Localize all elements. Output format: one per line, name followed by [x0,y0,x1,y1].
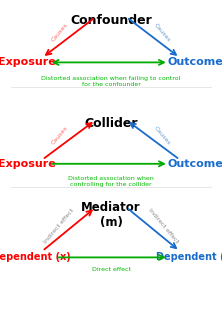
Text: Distorted association when
controlling for the collider: Distorted association when controlling f… [68,176,154,187]
Text: Exposure: Exposure [0,57,56,67]
Text: Causes: Causes [51,22,69,43]
Text: Direct effect: Direct effect [91,267,131,272]
Text: Indirect effect: Indirect effect [43,208,75,245]
Text: Distorted association when failing to control
for the confounder: Distorted association when failing to co… [41,76,181,87]
Text: Causes: Causes [153,22,171,43]
Text: Collider: Collider [84,117,138,130]
Text: Mediator
(m): Mediator (m) [81,201,141,229]
Text: Causes: Causes [153,125,171,146]
Text: Indirect effect: Indirect effect [147,208,179,245]
Text: Exposure: Exposure [0,159,56,169]
Text: Confounder: Confounder [70,14,152,27]
Text: Causes: Causes [51,125,69,146]
Text: Outcome: Outcome [167,57,222,67]
Text: Dependent (y): Dependent (y) [156,252,222,262]
Text: Independent (x): Independent (x) [0,252,71,262]
Text: Outcome: Outcome [167,159,222,169]
